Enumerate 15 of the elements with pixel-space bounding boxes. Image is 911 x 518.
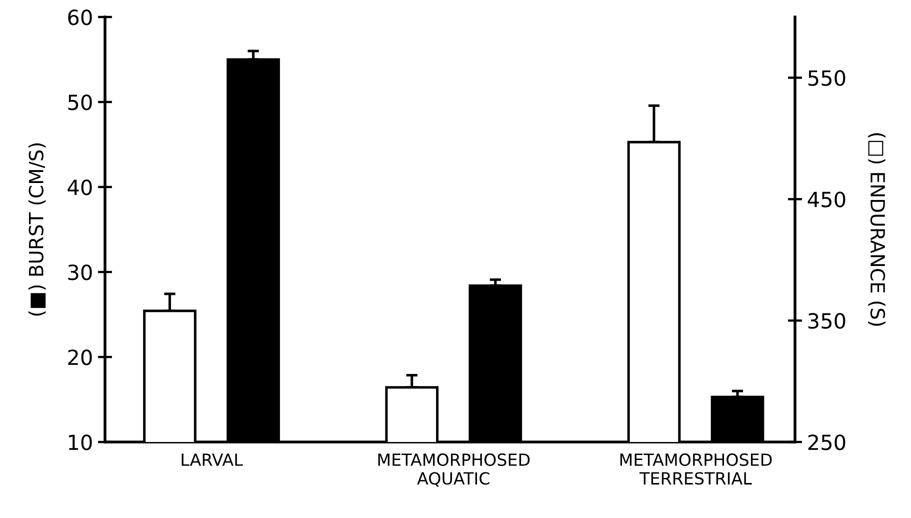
y-tick-label: 50 xyxy=(68,94,92,110)
y-tick-label: 20 xyxy=(68,349,92,366)
x-tick-label: LARVAL xyxy=(182,454,243,466)
y2-axis-title: (□) ENDURANCE (S) xyxy=(868,133,886,326)
x-tick-label: METAMORPHOSED TERRESTRIAL xyxy=(620,453,772,485)
y-tick-label: 40 xyxy=(68,179,92,196)
y-tick-label: 10 xyxy=(68,434,92,450)
y-tick-label: 30 xyxy=(68,264,92,280)
y-axis-title: (■) BURST (CM/S) xyxy=(28,143,46,316)
y-tick-label: 60 xyxy=(68,9,92,26)
y2-tick-label: 350 xyxy=(808,313,846,329)
x-tick-label: METAMORPHOSED AQUATIC xyxy=(378,453,530,487)
y2-tick-label: 250 xyxy=(808,434,846,450)
y2-tick-label: 550 xyxy=(808,70,846,86)
y2-tick-label: 450 xyxy=(808,192,846,208)
